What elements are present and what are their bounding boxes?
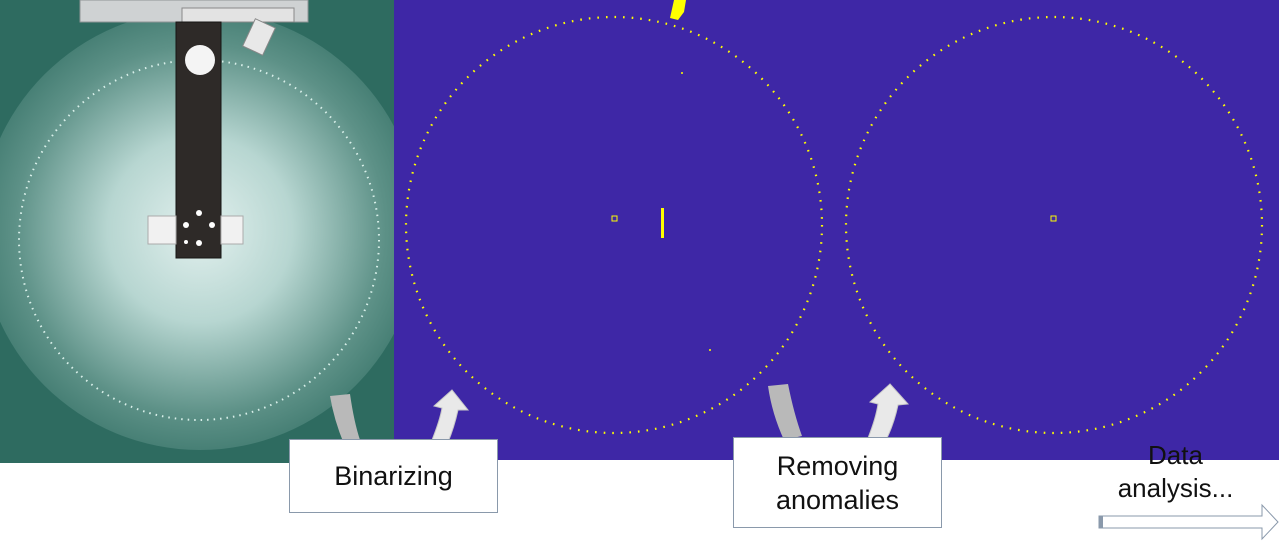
sensor-head <box>147 210 244 246</box>
original-photo <box>0 0 394 463</box>
right-arrow <box>1098 503 1279 541</box>
step-data-analysis: Data analysis... <box>1100 438 1251 506</box>
step-removing-label: Removing anomalies <box>775 450 900 515</box>
step-analysis-label: Data analysis... <box>1117 440 1234 503</box>
probe-disk <box>185 45 215 75</box>
clamp-fixture <box>242 18 276 56</box>
cleaned-panel <box>830 0 1279 460</box>
center-marker <box>611 215 618 222</box>
binary-ring <box>404 15 824 435</box>
clean-ring <box>844 15 1264 435</box>
step-binarizing: Binarizing <box>289 439 498 513</box>
droplet-ring <box>18 59 380 421</box>
center-marker <box>1050 215 1057 222</box>
anomaly-streak <box>661 208 664 238</box>
step-binarizing-label: Binarizing <box>334 461 453 491</box>
anomaly-blob <box>670 0 686 20</box>
step-removing-anomalies: Removing anomalies <box>733 437 942 528</box>
binarized-panel <box>394 0 830 460</box>
